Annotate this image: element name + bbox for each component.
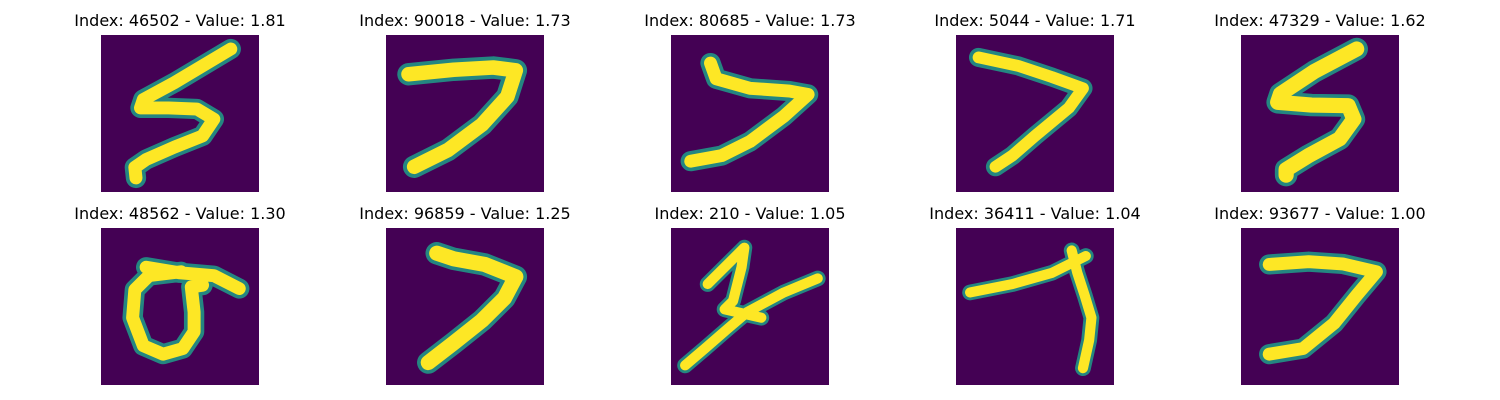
digit-stroke <box>1259 251 1387 365</box>
panel-title: Index: 46502 - Value: 1.81 <box>74 11 286 30</box>
panel-title: Index: 96859 - Value: 1.25 <box>359 204 571 223</box>
panel-8: Index: 210 - Value: 1.05 <box>620 204 880 385</box>
panel-3: Index: 80685 - Value: 1.73 <box>620 11 880 192</box>
digit-image <box>386 35 544 192</box>
panel-title: Index: 210 - Value: 1.05 <box>654 204 846 223</box>
digit-image <box>101 35 259 192</box>
digit-stroke <box>417 242 528 374</box>
digit-stroke <box>962 242 1100 377</box>
digit-image <box>1241 228 1399 385</box>
panel-4: Index: 5044 - Value: 1.71 <box>905 11 1165 192</box>
panel-1: Index: 46502 - Value: 1.81 <box>50 11 310 192</box>
digit-image <box>956 228 1114 385</box>
panel-title: Index: 93677 - Value: 1.00 <box>1214 204 1426 223</box>
panel-title: Index: 48562 - Value: 1.30 <box>74 204 286 223</box>
panel-title: Index: 90018 - Value: 1.73 <box>359 11 571 30</box>
digit-stroke <box>968 47 1093 177</box>
panel-9: Index: 36411 - Value: 1.04 <box>905 204 1165 385</box>
digit-stroke <box>680 52 819 172</box>
digit-image <box>386 228 544 385</box>
digit-image <box>1241 35 1399 192</box>
digit-image <box>956 35 1114 192</box>
digit-stroke <box>124 38 241 189</box>
panel-title: Index: 36411 - Value: 1.04 <box>929 204 1141 223</box>
panel-5: Index: 47329 - Value: 1.62 <box>1190 11 1450 192</box>
digit-stroke <box>397 56 528 178</box>
panel-title: Index: 47329 - Value: 1.62 <box>1214 11 1426 30</box>
panel-2: Index: 90018 - Value: 1.73 <box>335 11 595 192</box>
digit-stroke <box>122 257 250 365</box>
digit-stroke <box>677 239 826 374</box>
panel-title: Index: 80685 - Value: 1.73 <box>644 11 856 30</box>
panel-7: Index: 96859 - Value: 1.25 <box>335 204 595 385</box>
digit-image <box>671 228 829 385</box>
panel-title: Index: 5044 - Value: 1.71 <box>934 11 1136 30</box>
digit-image <box>101 228 259 385</box>
panel-10: Index: 93677 - Value: 1.00 <box>1190 204 1450 385</box>
digit-stroke <box>1266 37 1368 187</box>
panel-6: Index: 48562 - Value: 1.30 <box>50 204 310 385</box>
digit-image <box>671 35 829 192</box>
